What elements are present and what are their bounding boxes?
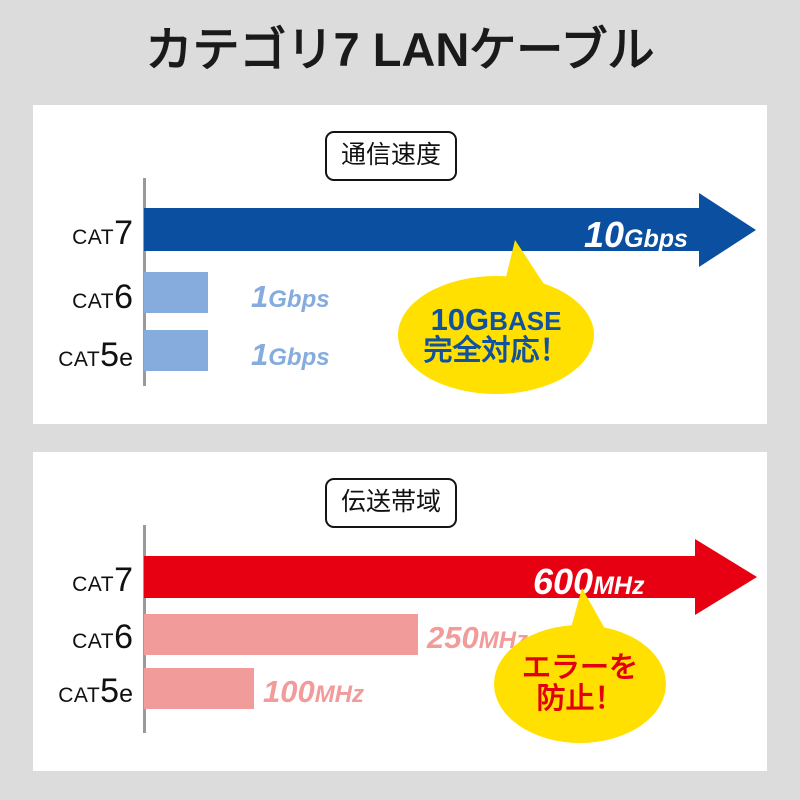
cat7-number: 7 bbox=[114, 214, 133, 252]
bandwidth-callout-line1: エラーを bbox=[521, 651, 638, 684]
bandwidth-row-label-cat6: CAT6 bbox=[33, 620, 133, 654]
cat7-prefix: CAT bbox=[72, 573, 115, 596]
speed-chart-panel: 通信速度 CAT7 10Gbps CAT6 1Gbps CAT5e 1Gbps bbox=[33, 105, 767, 424]
speed-value-cat6-unit: Gbps bbox=[268, 286, 330, 313]
speed-row-label-cat6: CAT6 bbox=[33, 280, 133, 314]
cat6-prefix: CAT bbox=[72, 630, 115, 653]
cat5e-suffix: e bbox=[119, 344, 133, 372]
bandwidth-bar-cat5e bbox=[144, 668, 254, 709]
speed-callout-base: BASE bbox=[489, 305, 562, 336]
speed-row-label-cat5e: CAT5e bbox=[33, 338, 133, 372]
speed-callout-10g: 10G bbox=[430, 301, 490, 337]
bandwidth-value-cat5e-unit: MHz bbox=[314, 681, 365, 708]
speed-value-cat5e-unit: Gbps bbox=[268, 344, 330, 371]
cat5e-prefix: CAT bbox=[58, 348, 101, 371]
speed-value-cat6: 1Gbps bbox=[251, 281, 330, 312]
cat6-prefix: CAT bbox=[72, 290, 115, 313]
bandwidth-chart-panel: 伝送帯域 CAT7 600MHz CAT6 250MHz CAT5e 100MH… bbox=[33, 452, 767, 771]
bandwidth-bar-cat7-arrowhead bbox=[695, 539, 757, 615]
bandwidth-bar-cat6 bbox=[144, 614, 418, 655]
speed-value-cat7-unit: Gbps bbox=[624, 225, 688, 253]
speed-bar-cat5e bbox=[144, 330, 208, 371]
bandwidth-value-cat7-unit: MHz bbox=[593, 572, 645, 600]
bandwidth-row-label-cat5e: CAT5e bbox=[33, 674, 133, 708]
cat5e-number: 5 bbox=[100, 336, 120, 374]
speed-value-cat6-number: 1 bbox=[251, 279, 269, 314]
bandwidth-value-cat6-number: 250 bbox=[427, 620, 479, 655]
speed-value-cat5e: 1Gbps bbox=[251, 339, 330, 370]
speed-value-cat5e-number: 1 bbox=[251, 337, 269, 372]
bandwidth-value-cat6: 250MHz bbox=[427, 622, 528, 653]
cat5e-prefix: CAT bbox=[58, 684, 101, 707]
speed-row-label-cat7: CAT7 bbox=[33, 216, 133, 250]
bandwidth-value-cat7: 600MHz bbox=[533, 564, 644, 600]
bandwidth-chart-badge: 伝送帯域 bbox=[325, 478, 458, 528]
page-title: カテゴリ7 LANケーブル bbox=[145, 23, 655, 76]
speed-value-cat7-number: 10 bbox=[584, 214, 625, 255]
speed-callout-line2: 完全対応！ bbox=[423, 335, 569, 368]
cat6-number: 6 bbox=[114, 278, 133, 316]
speed-callout-line1: 10GBASE bbox=[430, 301, 562, 337]
bandwidth-row-label-cat7: CAT7 bbox=[33, 563, 133, 597]
bandwidth-callout-line2: 防止！ bbox=[536, 683, 624, 715]
bandwidth-callout-bubble: エラーを 防止！ bbox=[494, 625, 666, 743]
bandwidth-bar-cat7 bbox=[144, 556, 695, 598]
bandwidth-value-cat5e-number: 100 bbox=[263, 674, 315, 709]
speed-value-cat7: 10Gbps bbox=[584, 217, 688, 253]
speed-bar-cat7 bbox=[144, 208, 699, 251]
cat5e-suffix: e bbox=[119, 680, 133, 708]
speed-callout-bubble: 10GBASE 完全対応！ bbox=[398, 276, 594, 394]
bandwidth-value-cat5e: 100MHz bbox=[263, 676, 364, 707]
cat7-prefix: CAT bbox=[72, 226, 115, 249]
speed-chart-badge: 通信速度 bbox=[325, 131, 458, 181]
cat7-number: 7 bbox=[114, 561, 133, 599]
cat6-number: 6 bbox=[114, 618, 133, 656]
speed-bar-cat7-arrowhead bbox=[699, 193, 756, 267]
cat5e-number: 5 bbox=[100, 672, 120, 710]
speed-bar-cat6 bbox=[144, 272, 208, 313]
